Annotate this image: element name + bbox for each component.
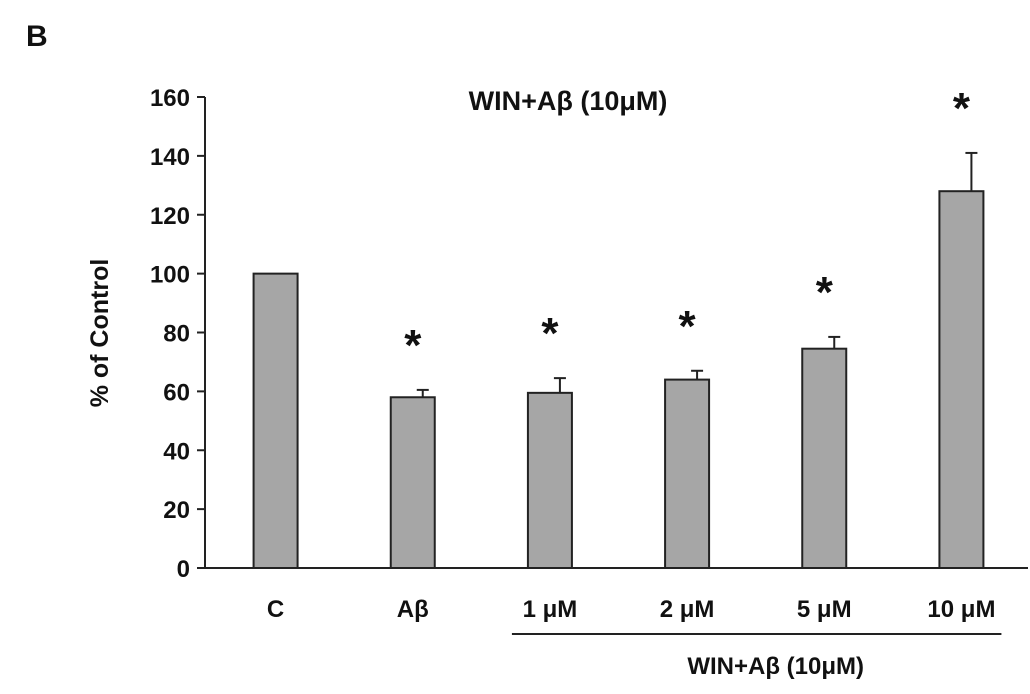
y-tick-label: 120 — [150, 203, 190, 230]
bar — [252, 272, 299, 569]
panel-label: B — [26, 20, 48, 53]
y-tick-label: 60 — [163, 379, 190, 406]
x-tick-label: 2 μM — [660, 596, 715, 623]
x-tick-label: C — [267, 596, 284, 623]
x-tick-label: 1 μM — [523, 596, 578, 623]
x-tick-label: 5 μM — [797, 596, 852, 623]
x-tick-label: 10 μM — [927, 596, 995, 623]
significance-marker: * — [953, 84, 971, 133]
x-tick-label: Aβ — [397, 596, 429, 623]
bar — [664, 378, 711, 569]
y-tick-label: 40 — [163, 438, 190, 465]
bar — [389, 396, 436, 570]
y-tick-label: 20 — [163, 497, 190, 524]
group-bracket-label: WIN+Aβ (10μM) — [687, 653, 864, 680]
y-axis-label: % of Control — [86, 259, 114, 408]
y-tick-label: 140 — [150, 144, 190, 171]
y-tick-label: 160 — [150, 85, 190, 112]
significance-marker: * — [816, 268, 834, 317]
y-tick-label: 0 — [177, 556, 190, 583]
chart-title: WIN+Aβ (10μM) — [469, 86, 668, 116]
bar — [801, 347, 848, 569]
bar — [938, 190, 985, 569]
bar — [526, 391, 573, 569]
significance-marker: * — [541, 309, 559, 358]
significance-marker: * — [404, 321, 422, 370]
y-tick-label: 100 — [150, 262, 190, 289]
significance-marker: * — [679, 302, 697, 351]
y-tick-label: 80 — [163, 321, 190, 348]
